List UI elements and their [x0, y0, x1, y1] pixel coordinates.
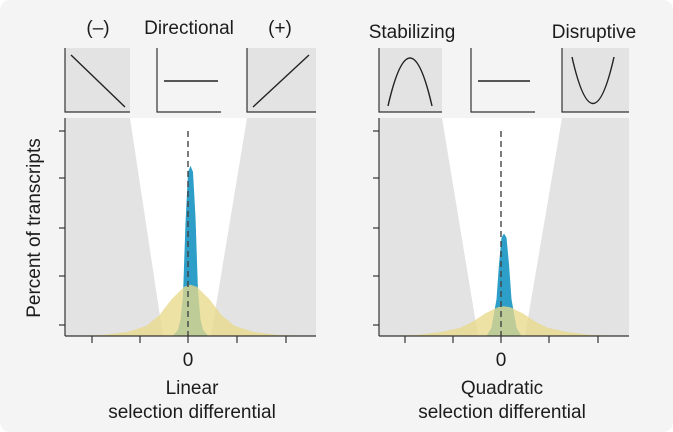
- inset-disruptive: [561, 48, 629, 113]
- inset-positive-directional: [246, 48, 316, 113]
- left-yellow-area: [65, 284, 316, 336]
- left-x-axis-label-line1: Linear: [166, 378, 219, 399]
- left-panel: 0 Linear selection differential: [59, 48, 316, 423]
- right-funnel-stabilizing: [379, 118, 478, 336]
- right-x-axis-label-line2: selection differential: [418, 402, 586, 423]
- left-y-ticks: [59, 130, 65, 326]
- right-y-ticks: [373, 130, 379, 326]
- header-left-title: Directional: [144, 18, 234, 39]
- left-x-axis-label-line2: selection differential: [108, 402, 276, 423]
- inset-neutral-linear: [156, 48, 221, 113]
- left-funnel-pos: [211, 118, 316, 336]
- header-left-negative: (–): [86, 18, 109, 39]
- right-x-ticks: [404, 336, 599, 343]
- left-x-ticks: [91, 336, 287, 343]
- inset-neutral-quadratic: [470, 48, 535, 113]
- right-x-axis-label-line1: Quadratic: [461, 378, 543, 399]
- right-teal-area: [379, 233, 629, 336]
- header-right-disruptive: Disruptive: [552, 22, 636, 43]
- right-panel: 0 Quadratic selection differential: [373, 48, 629, 423]
- left-teal-area: [65, 165, 316, 336]
- header-left-positive: (+): [268, 18, 292, 39]
- inset-negative-directional: [64, 48, 130, 113]
- y-axis-label: Percent of transcripts: [24, 138, 45, 318]
- inset-stabilizing: [378, 48, 442, 113]
- right-x-tick-label-zero: 0: [496, 350, 507, 371]
- left-funnel-neg: [65, 118, 163, 336]
- header-right-stabilizing: Stabilizing: [369, 22, 456, 43]
- right-funnel-disruptive: [525, 118, 629, 336]
- left-x-tick-label-zero: 0: [183, 350, 194, 371]
- right-yellow-area: [379, 306, 629, 336]
